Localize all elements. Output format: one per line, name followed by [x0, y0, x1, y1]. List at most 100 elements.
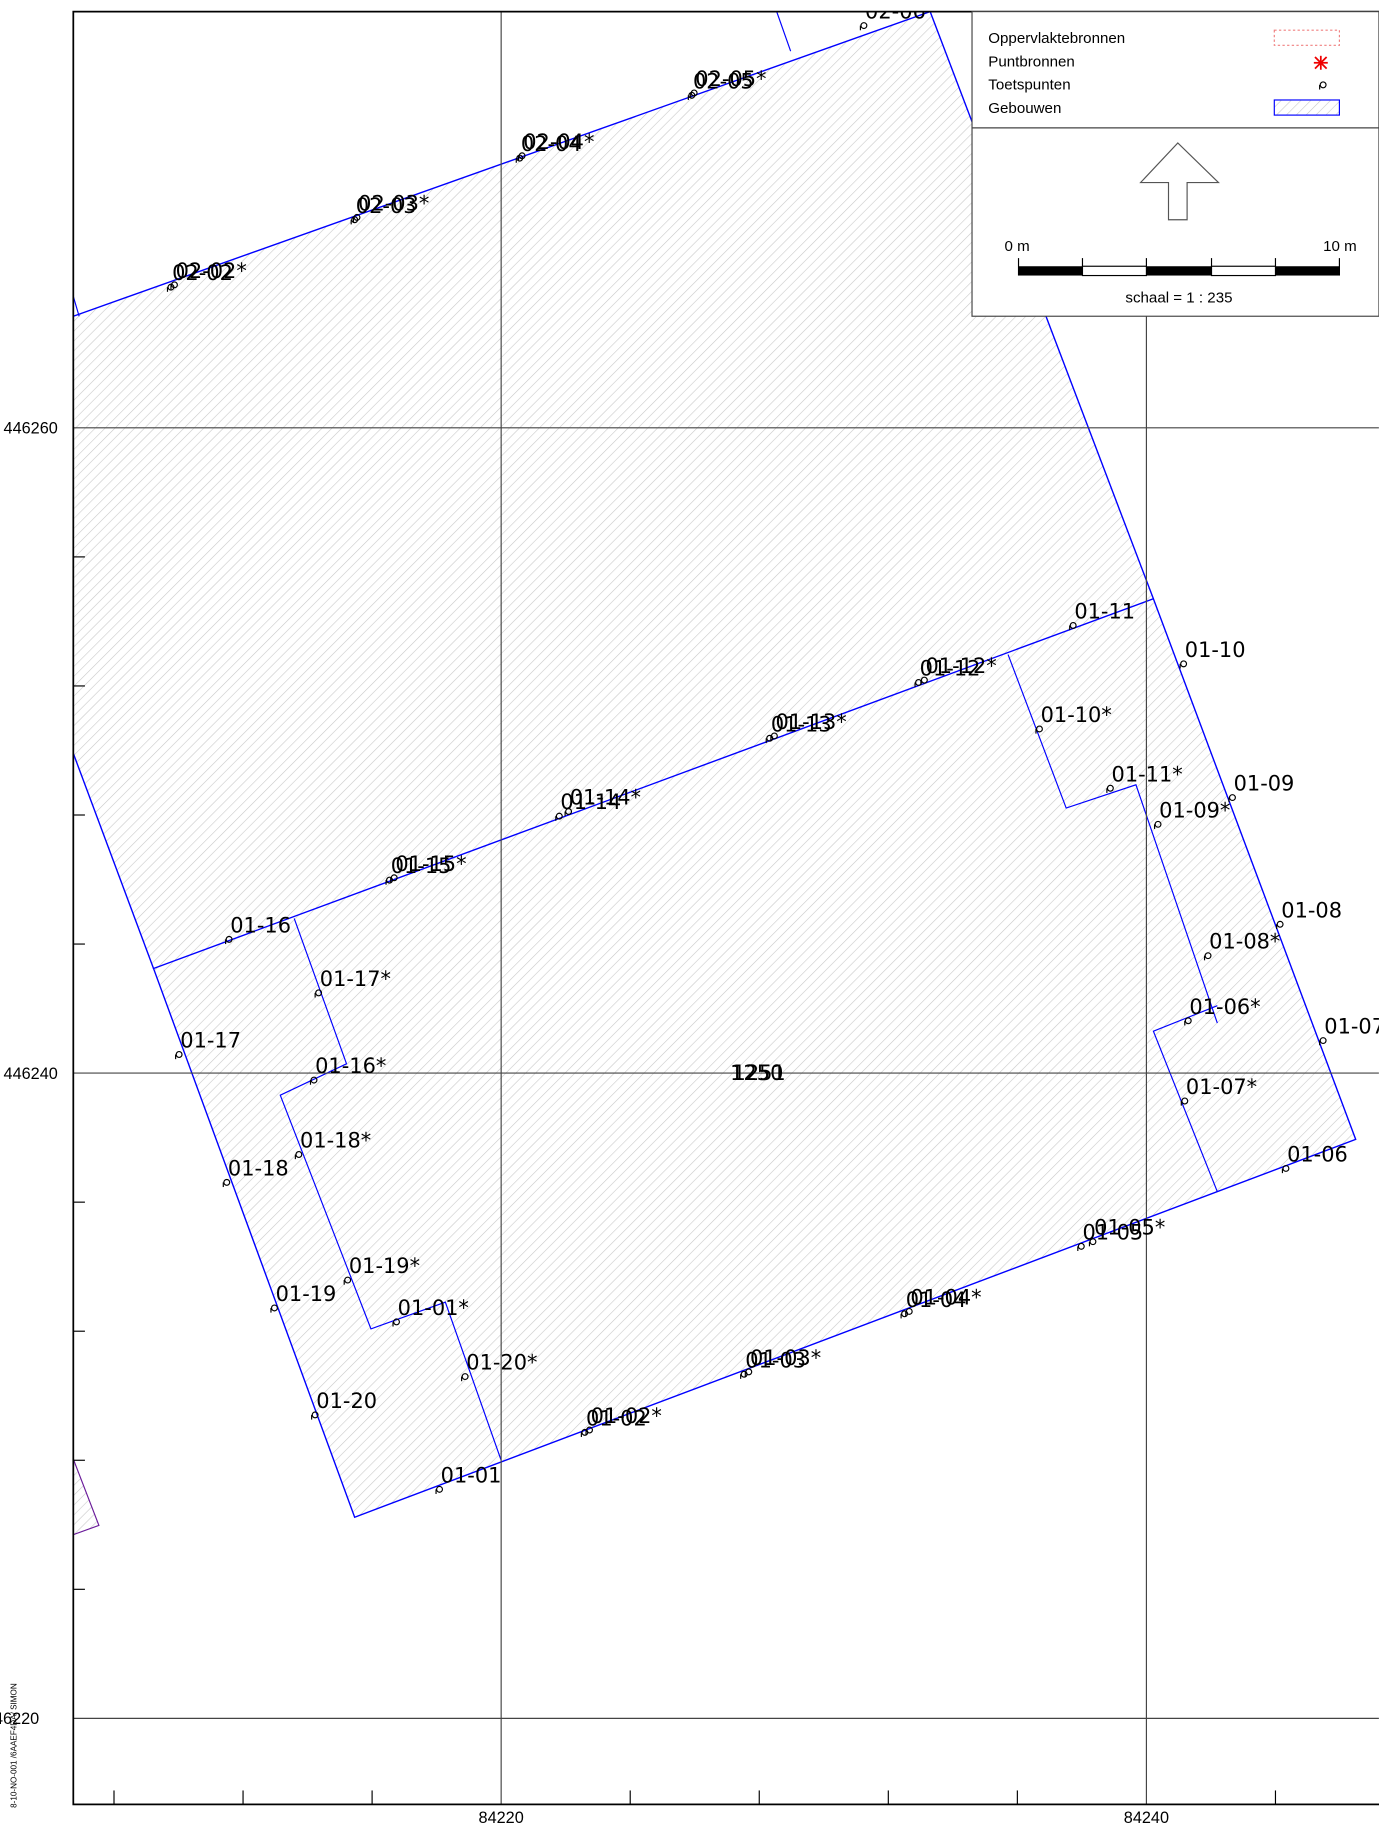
y-label: 446260	[4, 420, 58, 438]
building-edge	[776, 11, 792, 52]
point-label: 01-17*	[320, 967, 391, 991]
point-label: 01-10*	[1041, 703, 1112, 727]
test-point: 01-02*	[585, 1404, 662, 1435]
y-label: 446220	[0, 1710, 39, 1728]
test-point: 01-02	[580, 1406, 647, 1438]
point-label: 01-14*	[570, 786, 641, 810]
test-point: 01-07*	[1180, 1075, 1257, 1106]
point-label: 01-06*	[1189, 995, 1260, 1019]
point-label: 01-05*	[1094, 1216, 1165, 1240]
building-edge	[73, 1458, 100, 1536]
point-label: 01-08	[1281, 898, 1342, 922]
test-point: 01-11	[1069, 600, 1135, 631]
point-label: 01-06	[1287, 1142, 1348, 1166]
test-point: 02-05*	[690, 67, 767, 98]
legend-item: Puntbronnen	[988, 53, 1075, 70]
building-area	[73, 11, 1154, 969]
scale-label: 10 m	[1323, 238, 1357, 255]
point-label: 01-11	[1074, 600, 1135, 624]
point-label: 01-13	[771, 712, 832, 736]
test-point: 01-01*	[392, 1296, 469, 1327]
legend-symbol	[1273, 29, 1340, 46]
test-point: 01-16*	[309, 1054, 386, 1085]
test-point: 01-08*	[1203, 930, 1280, 961]
test-point: 01-05	[1077, 1220, 1143, 1251]
test-point: 01-13*	[770, 710, 847, 741]
test-point: 01-16	[225, 913, 291, 945]
test-point: 01-09	[1228, 772, 1294, 803]
point-label: 02-02*	[176, 259, 247, 283]
point-label: 01-02*	[591, 1404, 662, 1428]
test-point: 01-05*	[1088, 1216, 1165, 1247]
point-label: 01-09*	[1159, 798, 1230, 822]
point-label: 01-12	[920, 656, 981, 680]
test-point: 01-11*	[1106, 762, 1183, 793]
point-label: 01-13*	[776, 710, 847, 734]
point-label: 01-03*	[750, 1346, 821, 1370]
point-label: 02-05	[693, 69, 754, 93]
test-point: 01-19*	[343, 1254, 420, 1285]
y-label: 446240	[4, 1065, 58, 1083]
point-label: 02-03	[356, 194, 417, 218]
frame	[72, 10, 1379, 1806]
test-point: 01-17*	[314, 967, 391, 998]
test-point: 01-15	[385, 854, 452, 885]
test-point: 02-03	[350, 194, 417, 225]
building-edge	[73, 753, 155, 969]
point-label: 02-04	[521, 132, 582, 156]
north-arrow	[1139, 142, 1220, 221]
point-label: 01-20*	[466, 1351, 537, 1375]
test-point: 01-03	[740, 1348, 806, 1379]
test-point: 01-10	[1179, 638, 1246, 669]
point-label: 01-07	[1324, 1015, 1379, 1039]
test-point: 01-08	[1276, 898, 1342, 929]
point-label: 02-04*	[523, 130, 594, 154]
point-label: 01-02	[586, 1406, 647, 1430]
test-point: 01-07	[1319, 1015, 1379, 1046]
test-point: 01-04*	[905, 1285, 982, 1317]
side-text: 8-10-NO-001 /6AAEF4DA/ SIMON	[9, 1683, 18, 1808]
test-point: 01-06*	[1184, 995, 1261, 1026]
legend-item: Gebouwen	[988, 100, 1061, 117]
test-point: 01-15*	[390, 852, 467, 883]
test-point: 01-14*	[564, 786, 641, 817]
point-label: 01-04*	[910, 1285, 981, 1309]
legend-symbol	[1273, 99, 1340, 116]
test-point: 01-03*	[744, 1346, 821, 1377]
legend: Oppervlaktebronnen Puntbronnen Toetspunt…	[971, 11, 1379, 317]
test-point: 02-02*	[170, 259, 247, 290]
test-point: 01-13	[765, 712, 832, 743]
point-label: 01-15*	[395, 852, 466, 876]
point-label: 01-11*	[1112, 762, 1183, 786]
building-edge	[1152, 1005, 1218, 1192]
point-label: 01-07*	[1186, 1075, 1257, 1099]
point-label: 01-12*	[926, 654, 997, 678]
point-label: 01-20	[316, 1389, 377, 1413]
point-label: 02-03*	[358, 191, 429, 215]
building-edge	[279, 918, 502, 1461]
test-point: 02-06	[859, 12, 926, 31]
point-label: 02-02	[172, 261, 233, 285]
point-label: 01-16*	[315, 1054, 386, 1078]
test-point: 01-06	[1281, 1142, 1348, 1174]
test-point: 01-20*	[461, 1351, 537, 1382]
building-label: 1251	[733, 1061, 786, 1085]
point-label: 01-05	[1082, 1220, 1143, 1244]
test-point: 02-02	[166, 261, 233, 292]
test-point: 01-14	[555, 790, 621, 821]
point-label: 01-01*	[398, 1296, 469, 1320]
point-label: 01-14	[560, 790, 621, 814]
building-label: 1250	[730, 1061, 783, 1085]
scale-text: schaal = 1 : 235	[1125, 289, 1232, 306]
test-point: 01-17	[175, 1029, 241, 1060]
test-point: 01-18	[222, 1156, 289, 1188]
test-point: 01-18*	[294, 1129, 371, 1160]
point-label: 01-18*	[300, 1129, 371, 1153]
point-label: 01-01	[441, 1463, 502, 1487]
point-label: 01-08*	[1209, 930, 1280, 954]
point-label: 01-15	[391, 854, 452, 878]
test-point: 02-04*	[518, 130, 594, 161]
